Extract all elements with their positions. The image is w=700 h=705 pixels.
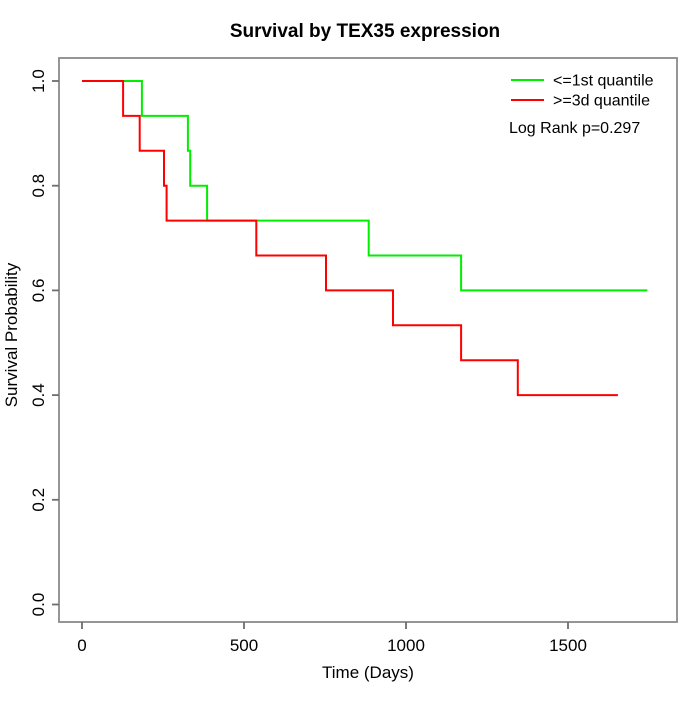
x-tick-label: 1000 xyxy=(387,636,425,655)
y-tick-label: 0.2 xyxy=(29,488,48,512)
y-tick-label: 0.4 xyxy=(29,383,48,407)
y-axis-label: Survival Probability xyxy=(2,262,21,407)
plot-title: Survival by TEX35 expression xyxy=(230,21,500,42)
legend: <=1st quantile >=3d quantile Log Rank p=… xyxy=(509,73,654,138)
y-tick-label: 1.0 xyxy=(29,69,48,93)
logrank-annotation: Log Rank p=0.297 xyxy=(509,120,640,137)
plot-frame xyxy=(58,57,678,623)
x-axis-ticks: 0 500 1000 1500 xyxy=(77,622,587,655)
x-tick-label: 500 xyxy=(230,636,258,655)
y-tick-label: 0.0 xyxy=(29,593,48,617)
legend-label-first-quantile: <=1st quantile xyxy=(553,73,654,90)
x-tick-label: 0 xyxy=(77,636,86,655)
y-axis-ticks: 0.0 0.2 0.4 0.6 0.8 1.0 xyxy=(29,69,59,616)
survival-curve-third-quantile xyxy=(82,80,618,397)
y-tick-label: 0.6 xyxy=(29,279,48,303)
y-tick-label: 0.8 xyxy=(29,174,48,198)
x-tick-label: 1500 xyxy=(549,636,587,655)
survival-curves xyxy=(82,80,648,397)
x-axis-label: Time (Days) xyxy=(322,663,414,682)
survival-curve-first-quantile xyxy=(82,80,648,292)
legend-label-third-quantile: >=3d quantile xyxy=(553,93,650,110)
